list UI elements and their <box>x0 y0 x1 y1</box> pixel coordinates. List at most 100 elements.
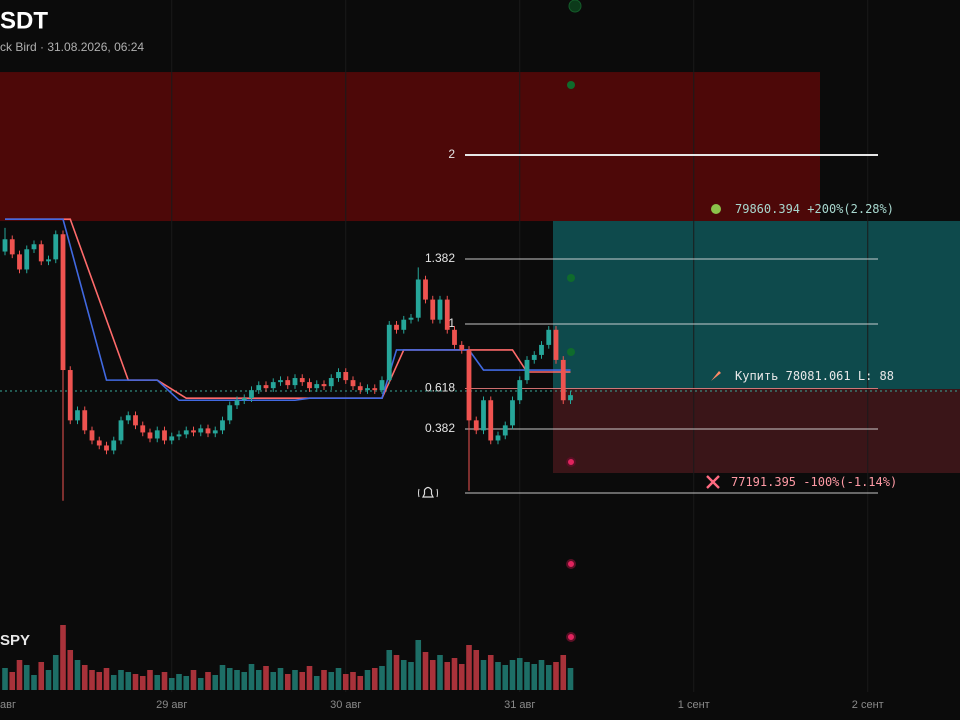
candle-body <box>111 440 117 451</box>
take-profit-price: 79860.394 <box>735 202 800 216</box>
volume-bar <box>495 662 501 690</box>
candle-body <box>75 410 80 421</box>
volume-bar <box>466 645 472 690</box>
signal-dot <box>566 632 576 642</box>
volume-bar <box>553 662 559 690</box>
volume-bar <box>357 676 364 690</box>
fib-level-label: 0.382 <box>425 421 455 435</box>
candle-body <box>241 398 247 401</box>
candle-body <box>307 382 312 389</box>
volume-bar <box>176 674 182 690</box>
candle-body <box>466 349 472 421</box>
volume-bar <box>219 665 226 690</box>
volume-bar <box>270 672 277 690</box>
volume-bar <box>335 668 342 690</box>
candle-body <box>169 436 175 441</box>
entry-text: Купить 78081.061 L: 88 <box>735 369 894 383</box>
x-tick-label: 1 сент <box>678 699 710 711</box>
volume-bar <box>487 655 494 690</box>
candle-body <box>234 400 240 406</box>
stop-loss-label: 77191.395 -100%(-1.14%) <box>706 475 897 489</box>
fib-level-label: 1.382 <box>425 251 455 265</box>
volume-bar <box>23 665 30 690</box>
front-layer: авг 29 авг 30 авг 31 авг 1 сент 2 сент 2 1.382 1… <box>0 147 884 711</box>
volume-bar <box>429 660 436 690</box>
volume-bar <box>110 675 117 690</box>
apple-icon <box>711 204 721 214</box>
background-layer <box>0 0 960 692</box>
volume-bar <box>2 668 8 690</box>
take-profit-note: +200%(2.28%) <box>807 202 894 216</box>
fib-level-label: 2 <box>448 147 455 161</box>
candle-body <box>198 428 204 433</box>
candle-body <box>292 378 298 386</box>
volume-bar <box>321 670 327 690</box>
candle-body <box>285 380 291 386</box>
volume-bar <box>371 668 378 690</box>
candle-body <box>510 400 515 426</box>
stop-loss-price: 77191.395 <box>731 475 796 489</box>
candle-body <box>386 324 392 381</box>
signal-dots <box>566 0 582 642</box>
candle-body <box>220 420 225 431</box>
candle-body <box>176 434 182 437</box>
candle-body <box>568 395 573 401</box>
volume-bar <box>516 658 523 690</box>
candle-body <box>531 354 537 360</box>
volume-bar <box>81 665 88 690</box>
stop-loss-zone <box>553 389 960 473</box>
volume-bar <box>567 668 574 690</box>
volume-bar <box>415 640 422 690</box>
candle-body <box>452 329 457 345</box>
candle-body <box>24 249 30 270</box>
candle-body <box>256 385 262 391</box>
candle-body <box>38 244 44 262</box>
candle-body <box>379 380 385 391</box>
candle-body <box>488 400 494 441</box>
candle-body <box>502 425 508 436</box>
volume-bar <box>342 674 349 690</box>
resistance-zone <box>0 72 820 222</box>
candle-body <box>372 388 378 391</box>
volume-bar <box>161 672 168 690</box>
volume-bar <box>248 664 255 690</box>
x-tick-label: 29 авг <box>156 699 187 711</box>
volume-bar <box>89 670 95 690</box>
candle-body <box>401 319 407 330</box>
cross-icon <box>706 475 720 489</box>
stop-loss-text: 77191.395 -100%(-1.14%) <box>731 475 897 489</box>
candle-body <box>437 299 443 320</box>
trail-line <box>5 218 571 399</box>
candle-body <box>343 372 349 381</box>
volume-bar <box>509 660 516 690</box>
candle-body <box>154 430 160 439</box>
volume-bar <box>9 672 16 690</box>
candle-body <box>9 239 15 255</box>
candle-body <box>423 279 428 300</box>
candle-body <box>350 380 356 387</box>
volume-bar <box>212 675 219 690</box>
volume-bar <box>473 650 480 690</box>
candle-body <box>31 244 37 250</box>
candle-body <box>278 380 283 383</box>
volume-bar <box>190 670 197 690</box>
x-tick-label: авг <box>0 699 16 711</box>
volume-bar <box>379 666 385 690</box>
volume-bar <box>139 676 146 690</box>
candle-body <box>191 430 196 433</box>
candle-body <box>336 372 341 379</box>
candle-body <box>430 299 436 320</box>
volume-bar <box>444 662 451 690</box>
volume-bar <box>147 670 153 690</box>
candle-body <box>459 344 465 350</box>
signal-dot <box>568 0 582 13</box>
volume-bar <box>96 672 103 690</box>
volume-bar <box>437 655 443 690</box>
candle-body <box>328 378 334 387</box>
chart-subtitle: ck Bird · 31.08.2026, 06:24 <box>0 40 144 54</box>
candle-body <box>104 445 109 451</box>
candle-body <box>263 385 269 389</box>
candle-body <box>473 420 479 431</box>
candle-body <box>299 378 305 383</box>
volume-bar <box>451 658 458 690</box>
